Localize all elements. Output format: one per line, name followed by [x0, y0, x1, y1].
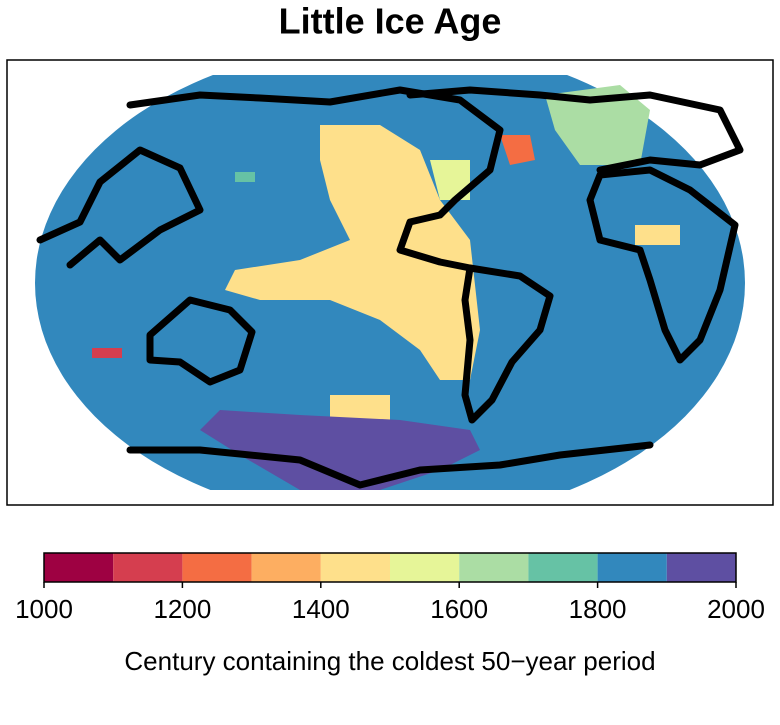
coastline	[406, 86, 744, 174]
map-cell	[545, 85, 650, 165]
colorbar-bin	[390, 553, 460, 582]
coastline	[146, 296, 256, 386]
coastline	[36, 146, 204, 269]
coastline	[126, 441, 654, 489]
colorbar-bin	[666, 553, 736, 582]
colorbar-bin	[459, 553, 529, 582]
map-patches	[35, 75, 745, 490]
coastline	[126, 86, 504, 272]
coastline	[586, 166, 739, 364]
colorbar-tick-label: 2000	[707, 594, 765, 624]
colorbar-tick-label: 1800	[569, 594, 627, 624]
map-frame	[6, 59, 774, 506]
colorbar-bin	[597, 553, 667, 582]
colorbar-bin	[320, 553, 390, 582]
map-cell	[225, 125, 480, 380]
coastlines	[36, 86, 744, 489]
map-cell	[235, 172, 255, 182]
chart-title: Little Ice Age	[279, 1, 502, 42]
colorbar-tick-label: 1200	[153, 594, 211, 624]
colorbar-bin	[528, 553, 598, 582]
map-cell	[92, 348, 122, 358]
colorbar-bin	[113, 553, 183, 582]
colorbar-tick-label: 1000	[15, 594, 73, 624]
map-cell	[635, 225, 680, 245]
colorbar-bin	[182, 553, 252, 582]
map-cell	[430, 160, 470, 200]
colorbar-frame	[43, 552, 737, 583]
coastline	[461, 264, 554, 424]
colorbar-tick-label: 1400	[292, 594, 350, 624]
colorbar-label: Century containing the coldest 50−year p…	[124, 646, 655, 676]
colorbar-bin	[251, 553, 321, 582]
colorbar-tick-label: 1600	[430, 594, 488, 624]
map-cell	[500, 135, 535, 165]
colorbar-bin	[44, 553, 114, 582]
